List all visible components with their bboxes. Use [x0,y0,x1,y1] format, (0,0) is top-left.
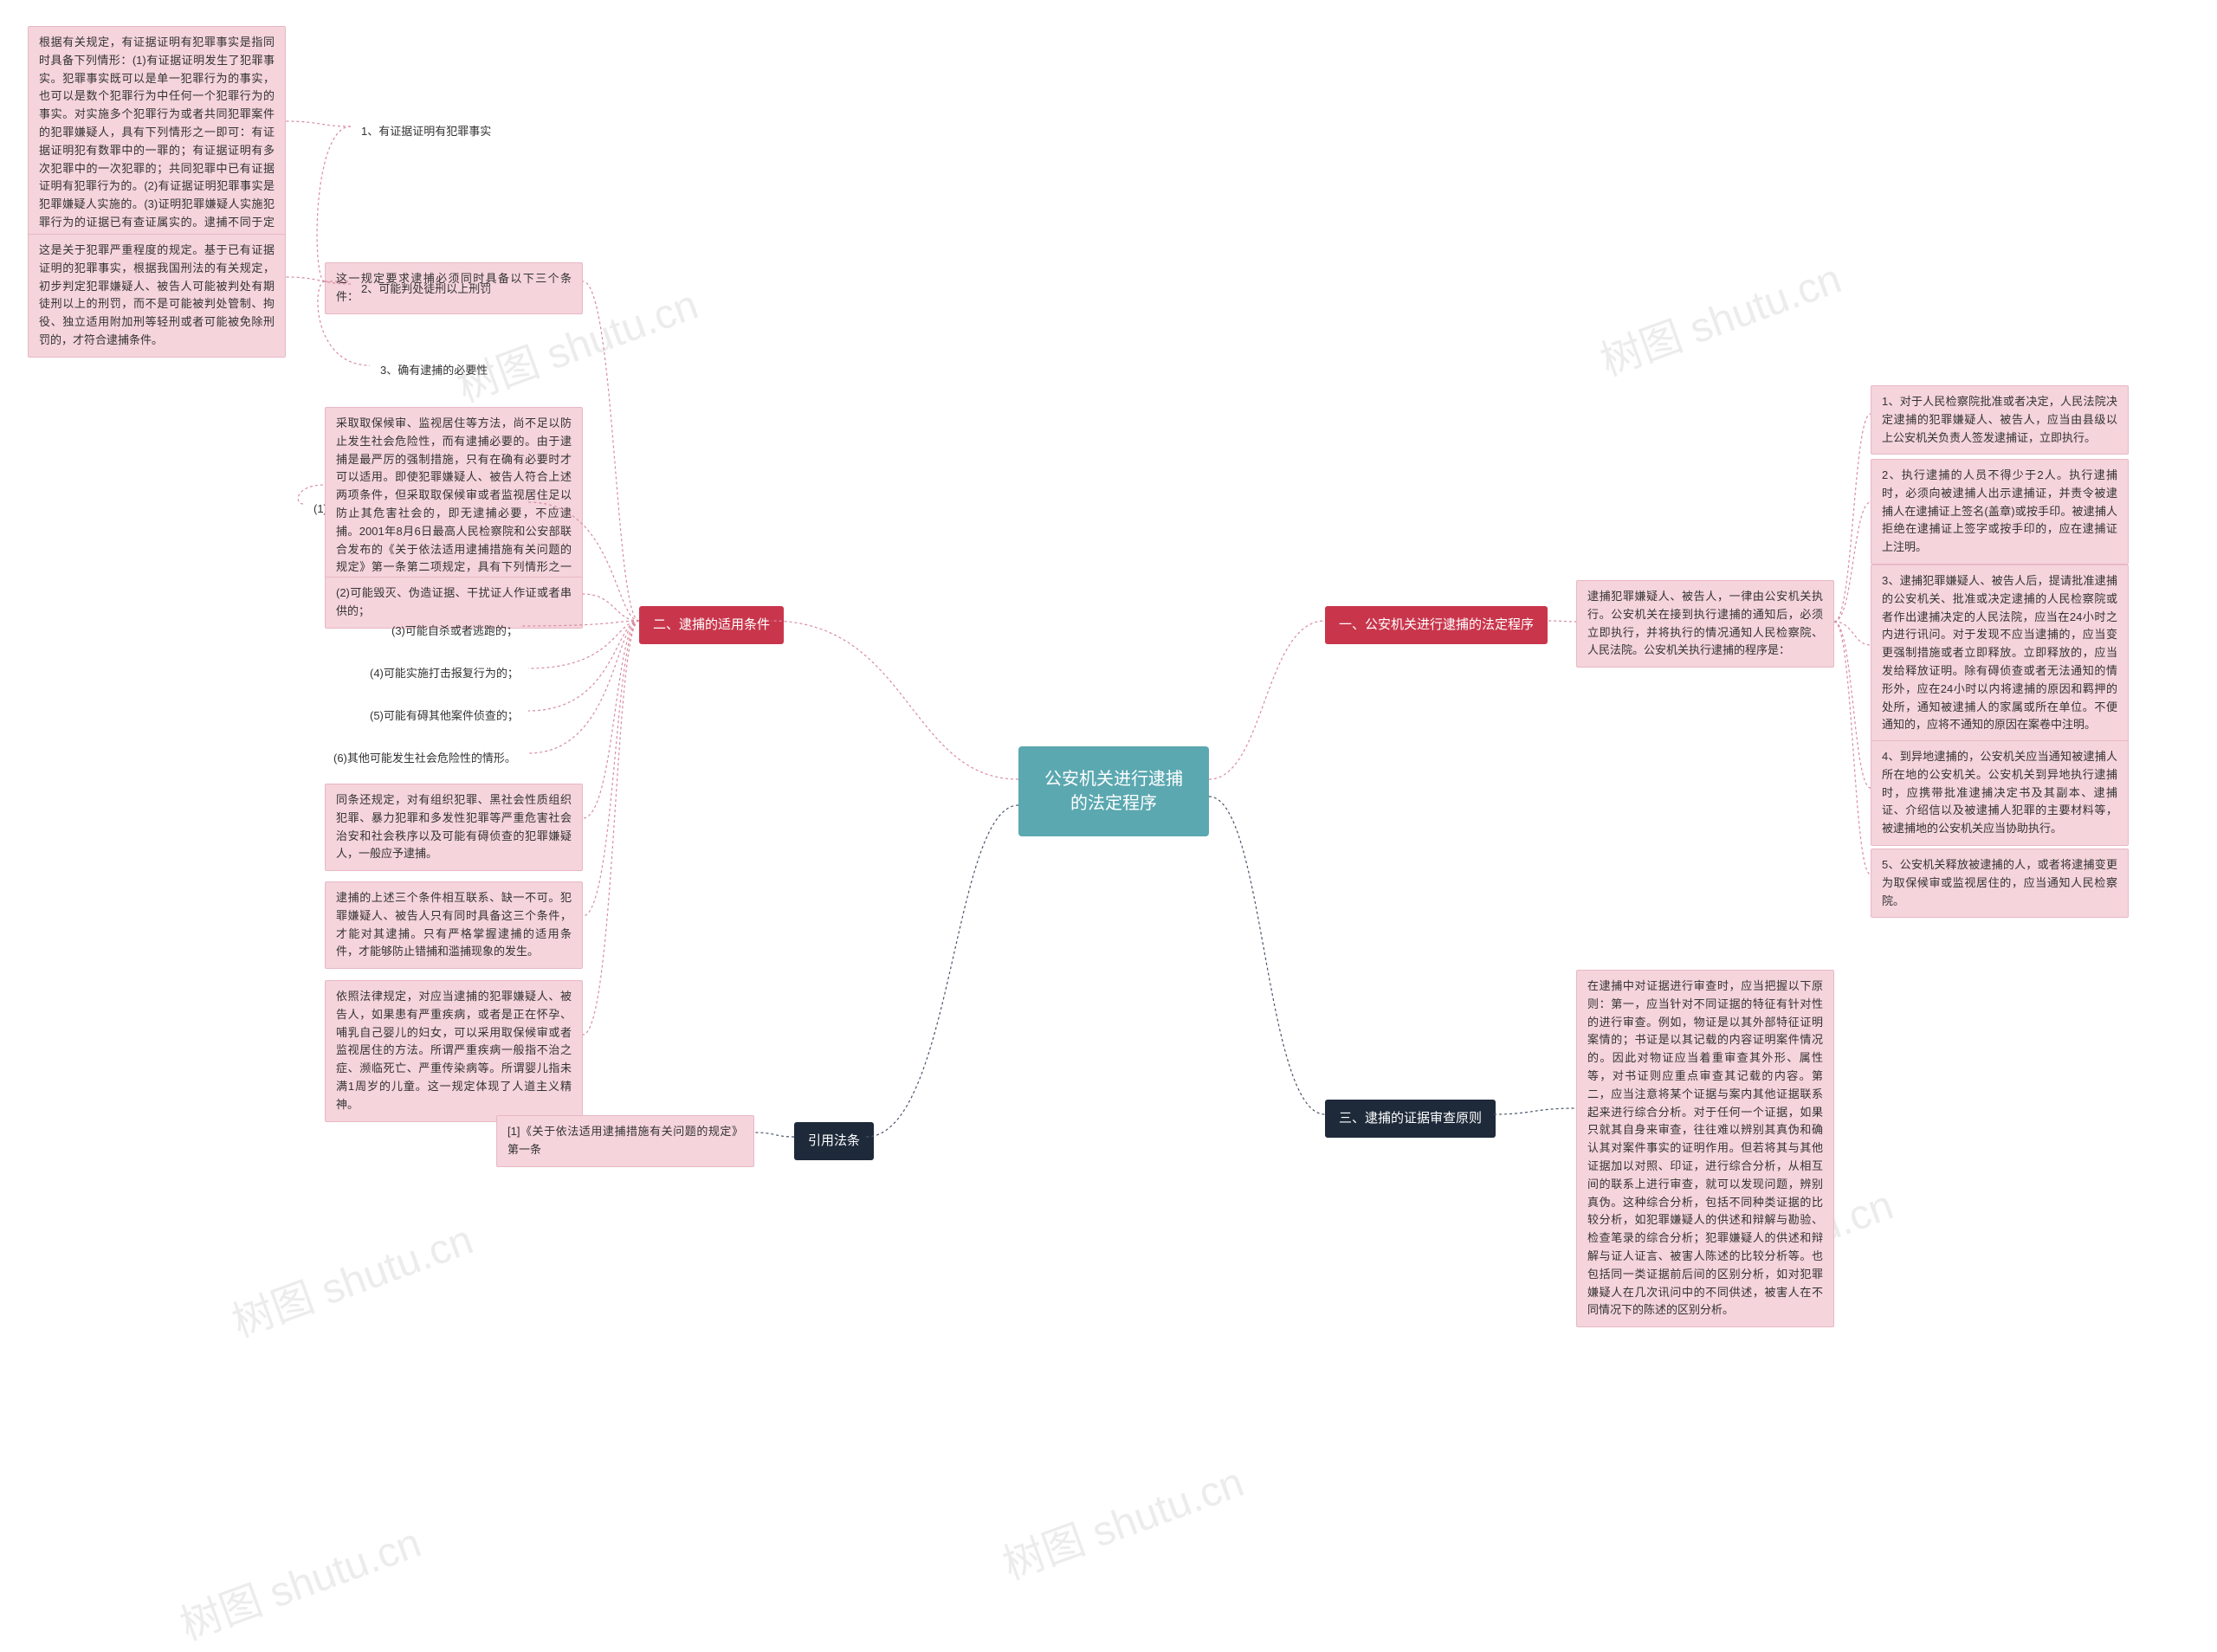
watermark: 树图 shutu.cn [223,1205,480,1348]
watermark: 树图 shutu.cn [993,1448,1251,1591]
center-node: 公安机关进行逮捕的法定程序 [1018,746,1209,836]
sub-4: (4)可能实施打击报复行为的； [359,658,529,690]
cond-2-desc: 这是关于犯罪严重程度的规定。基于已有证据证明的犯罪事实，根据我国刑法的有关规定，… [28,234,286,358]
cond-1-label: 1、有证据证明有犯罪事实 [351,116,501,148]
section-one-item-5: 5、公安机关释放被逮捕的人，或者将逮捕变更为取保候审或监视居住的，应当通知人民检… [1871,849,2129,918]
sub-1-desc: 采取取保候审、监视居住等方法，尚不足以防止发生社会危险性，而有逮捕必要的。由于逮… [325,407,583,603]
watermark: 树图 shutu.cn [1591,244,1848,387]
section-three-desc: 在逮捕中对证据进行审查时，应当把握以下原则：第一，应当针对不同证据的特征有针对性… [1576,970,1834,1327]
cond-3-label: 3、确有逮捕的必要性 [370,355,498,387]
section-one-item-4: 4、到异地逮捕的，公安机关应当通知被逮捕人所在地的公安机关。公安机关到异地执行逮… [1871,740,2129,846]
sub-3: (3)可能自杀或者逃跑的； [381,616,528,648]
cond-2-label: 2、可能判处徒刑以上刑罚 [351,274,501,306]
section-two: 二、逮捕的适用条件 [639,606,784,644]
cite-ref: [1]《关于依法适用逮捕措施有关问题的规定》 第一条 [496,1115,754,1167]
more-3: 依照法律规定，对应当逮捕的犯罪嫌疑人、被告人，如果患有严重疾病，或者是正在怀孕、… [325,980,583,1122]
sub-6: (6)其他可能发生社会危险性的情形。 [323,743,527,775]
section-three: 三、逮捕的证据审查原则 [1325,1100,1496,1138]
section-cite: 引用法条 [794,1122,874,1160]
more-2: 逮捕的上述三个条件相互联系、缺一不可。犯罪嫌疑人、被告人只有同时具备这三个条件，… [325,881,583,969]
section-one-desc: 逮捕犯罪嫌疑人、被告人，一律由公安机关执行。公安机关在接到执行逮捕的通知后，必须… [1576,580,1834,668]
watermark: 树图 shutu.cn [171,1508,428,1651]
sub-5: (5)可能有碍其他案件侦查的； [359,700,529,732]
section-one-item-3: 3、逮捕犯罪嫌疑人、被告人后，提请批准逮捕的公安机关、批准或决定逮捕的人民检察院… [1871,565,2129,742]
section-one: 一、公安机关进行逮捕的法定程序 [1325,606,1548,644]
more-1: 同条还规定，对有组织犯罪、黑社会性质组织犯罪、暴力犯罪和多发性犯罪等严重危害社会… [325,784,583,871]
section-one-item-2: 2、执行逮捕的人员不得少于2人。执行逮捕时，必须向被逮捕人出示逮捕证，并责令被逮… [1871,459,2129,565]
section-one-item-1: 1、对于人民检察院批准或者决定，人民法院决定逮捕的犯罪嫌疑人、被告人，应当由县级… [1871,385,2129,455]
